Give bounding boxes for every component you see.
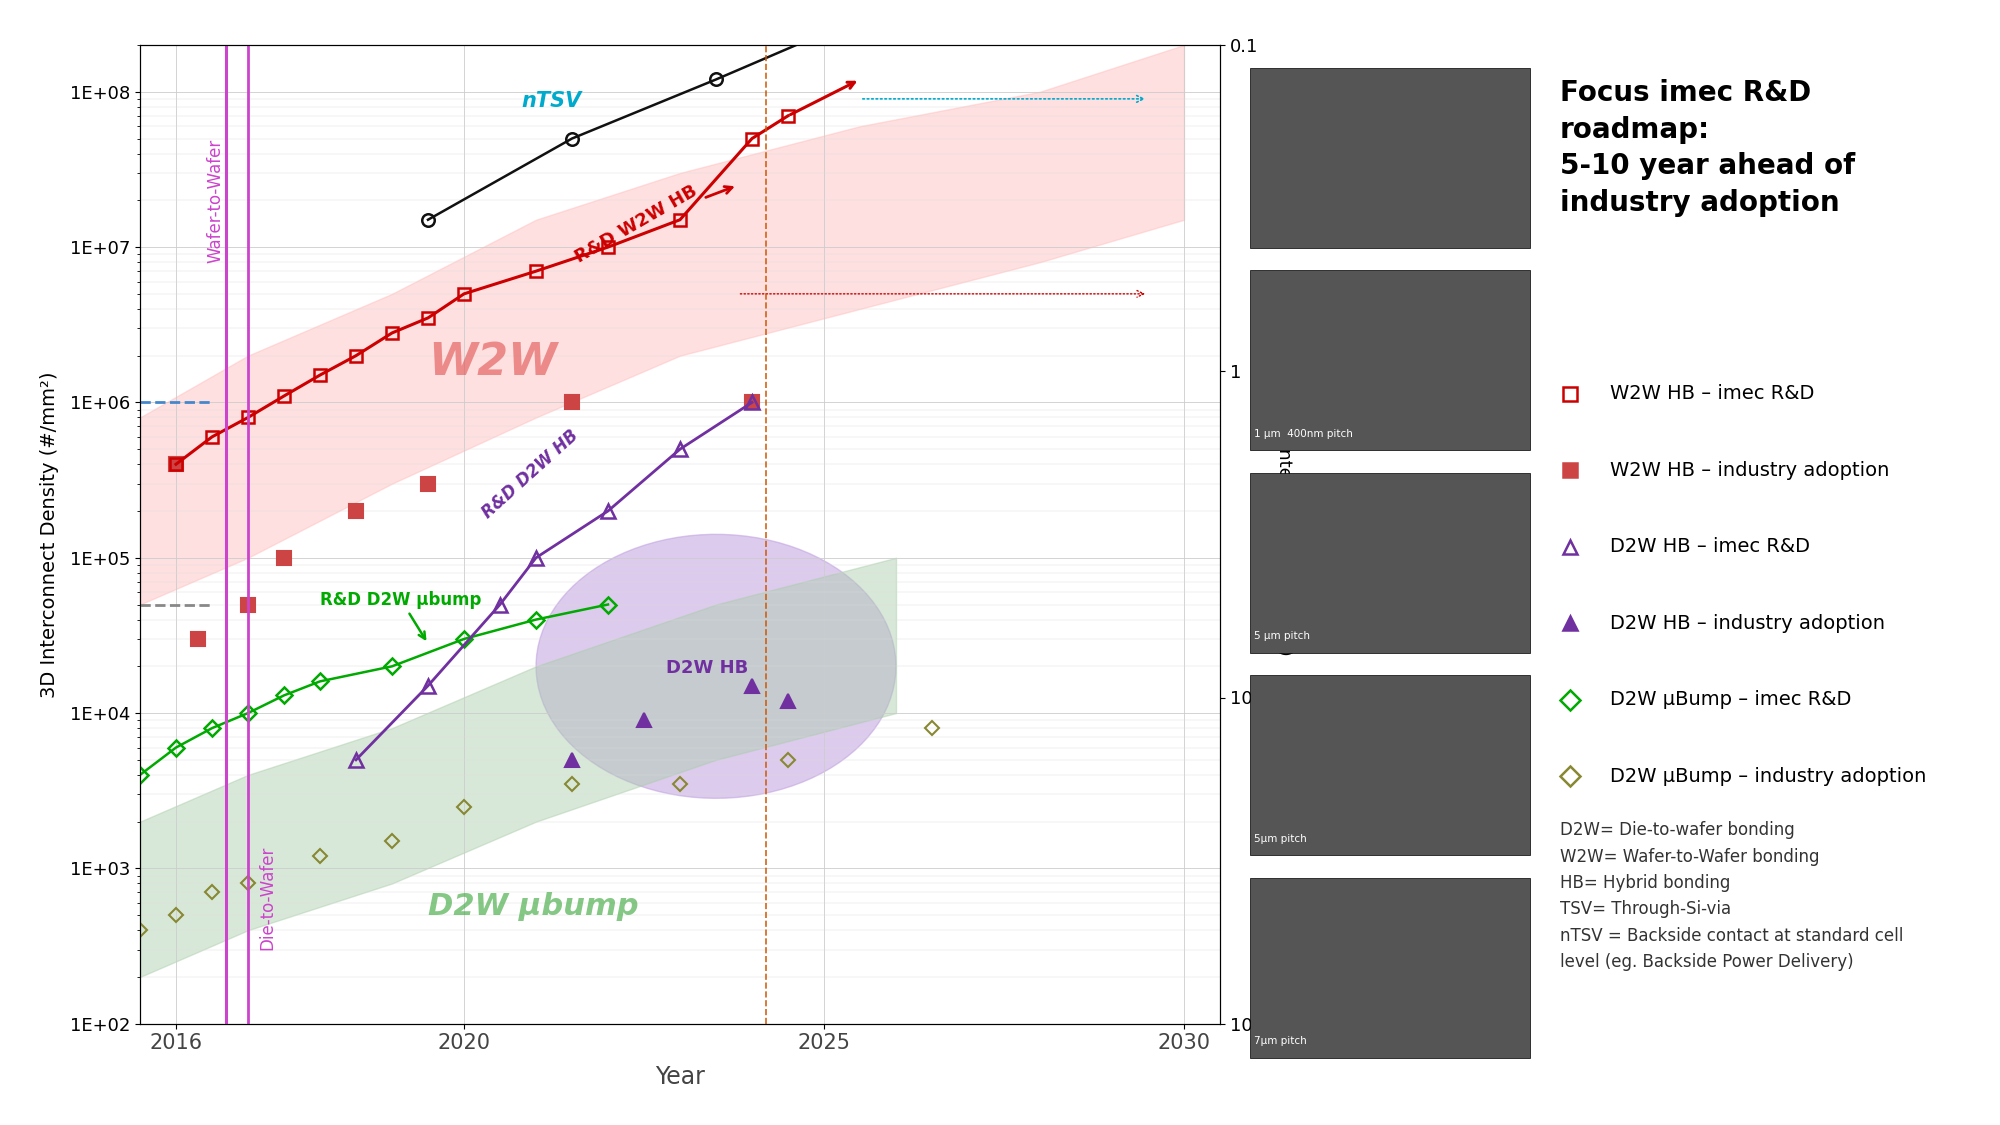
Text: Wafer-to-Wafer: Wafer-to-Wafer — [206, 138, 224, 263]
Text: Focus imec R&D
roadmap:
5-10 year ahead of
industry adoption: Focus imec R&D roadmap: 5-10 year ahead … — [1560, 79, 1856, 217]
Text: W2W: W2W — [428, 341, 558, 384]
Text: R&D D2W µbump: R&D D2W µbump — [320, 591, 482, 639]
Text: Die-to-Wafer: Die-to-Wafer — [258, 845, 276, 950]
Text: D2W= Die-to-wafer bonding
W2W= Wafer-to-Wafer bonding
HB= Hybrid bonding
TSV= Th: D2W= Die-to-wafer bonding W2W= Wafer-to-… — [1560, 821, 1904, 971]
Text: D2W μBump – industry adoption: D2W μBump – industry adoption — [1610, 767, 1926, 785]
Polygon shape — [536, 534, 896, 799]
Text: D2W HB: D2W HB — [666, 659, 748, 677]
Y-axis label: 3D Interconnect Density (#/mm²): 3D Interconnect Density (#/mm²) — [40, 371, 58, 698]
Text: R&D W2W HB: R&D W2W HB — [572, 181, 732, 267]
Text: D2W µbump: D2W µbump — [428, 892, 638, 921]
Text: 5 µm pitch: 5 µm pitch — [1254, 631, 1310, 641]
Text: nTSV: nTSV — [522, 91, 582, 111]
Text: W2W HB – industry adoption: W2W HB – industry adoption — [1610, 461, 1890, 479]
Text: R&D D2W HB: R&D D2W HB — [478, 426, 582, 522]
Text: D2W HB – industry adoption: D2W HB – industry adoption — [1610, 614, 1884, 632]
X-axis label: Year: Year — [656, 1064, 704, 1089]
Text: 5µm pitch: 5µm pitch — [1254, 834, 1306, 844]
Text: W2W HB – imec R&D: W2W HB – imec R&D — [1610, 385, 1814, 403]
Text: D2W HB – imec R&D: D2W HB – imec R&D — [1610, 538, 1810, 556]
Text: D2W μBump – imec R&D: D2W μBump – imec R&D — [1610, 691, 1852, 709]
Text: 1 µm  400nm pitch: 1 µm 400nm pitch — [1254, 429, 1352, 439]
Y-axis label: 3D interconnect pitch (μm): 3D interconnect pitch (μm) — [1274, 413, 1292, 656]
Text: 7µm pitch: 7µm pitch — [1254, 1036, 1306, 1046]
